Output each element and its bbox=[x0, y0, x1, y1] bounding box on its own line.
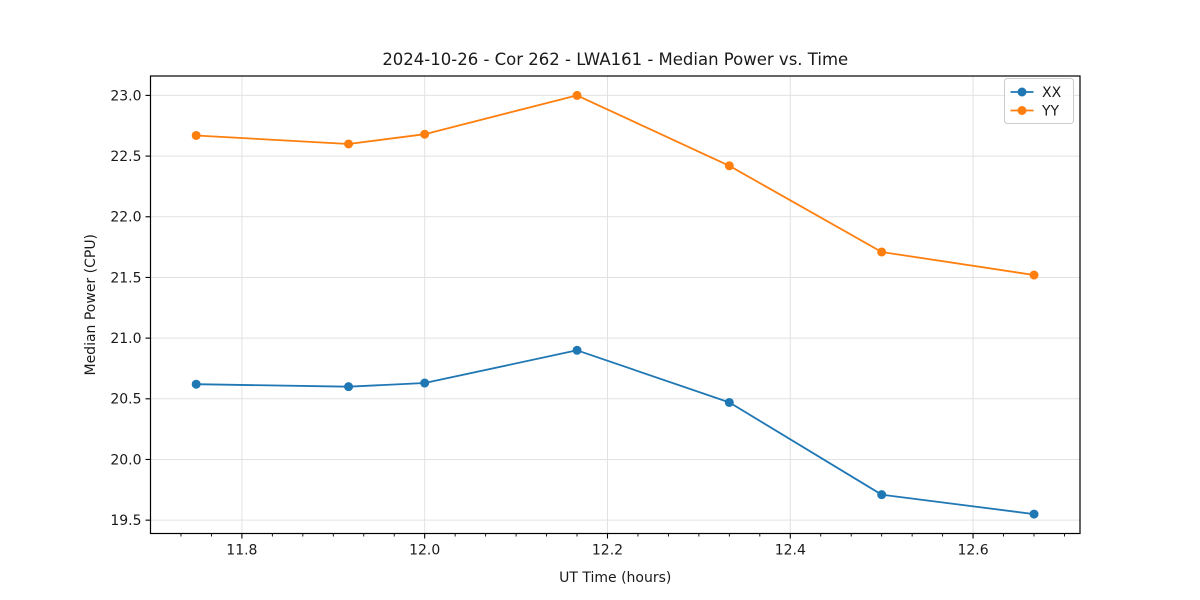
series-line-xx bbox=[195, 349, 1035, 515]
data-point-marker bbox=[420, 378, 430, 388]
data-point-marker bbox=[344, 382, 354, 392]
x-tick-label: 12.6 bbox=[957, 543, 988, 559]
legend-label: XX bbox=[1042, 85, 1062, 101]
y-tick-label: 20.0 bbox=[110, 452, 141, 468]
legend: XX YY bbox=[1004, 78, 1074, 124]
plot-border bbox=[149, 75, 1081, 535]
y-axis-label: Median Power (CPU) bbox=[83, 234, 99, 376]
data-point-marker bbox=[191, 130, 201, 140]
chart-title: 2024-10-26 - Cor 262 - LWA161 - Median P… bbox=[382, 50, 848, 69]
legend-entry-yy: YY bbox=[1010, 103, 1060, 119]
legend-entry-xx: XX bbox=[1010, 85, 1062, 101]
y-tick-label: 21.0 bbox=[110, 331, 141, 347]
series-markers-xx bbox=[191, 345, 1039, 519]
y-tick-label: 23.0 bbox=[110, 88, 141, 104]
data-point-marker bbox=[877, 490, 887, 500]
x-axis-label: UT Time (hours) bbox=[559, 570, 671, 586]
y-tick-label: 22.0 bbox=[110, 210, 141, 226]
axis-ticks bbox=[145, 94, 1065, 539]
x-tick-label: 12.2 bbox=[592, 543, 623, 559]
y-tick-label: 20.5 bbox=[110, 392, 141, 408]
x-tick-labels: 11.8 12.0 12.2 12.4 12.6 bbox=[226, 543, 988, 559]
data-point-marker bbox=[877, 247, 887, 257]
series-markers-yy bbox=[191, 90, 1039, 280]
legend-label: YY bbox=[1041, 103, 1060, 119]
data-point-marker bbox=[420, 129, 430, 139]
plot-area: 11.8 12.0 12.2 12.4 12.6 19.5 20.0 20.5 21.0 21.5… bbox=[110, 75, 1081, 559]
data-point-marker bbox=[724, 161, 734, 171]
legend-marker-sample bbox=[1017, 106, 1027, 115]
x-tick-label: 12.0 bbox=[409, 543, 440, 559]
y-tick-label: 19.5 bbox=[110, 513, 141, 529]
series-line-yy bbox=[195, 94, 1035, 276]
data-point-marker bbox=[1029, 509, 1039, 519]
y-tick-labels: 19.5 20.0 20.5 21.0 21.5 22.0 22.5 23.0 bbox=[110, 88, 141, 529]
data-point-marker bbox=[1029, 270, 1039, 280]
legend-marker-sample bbox=[1017, 87, 1027, 97]
x-tick-label: 11.8 bbox=[226, 543, 257, 559]
y-tick-label: 21.5 bbox=[110, 270, 141, 286]
data-point-marker bbox=[344, 139, 354, 149]
gridlines bbox=[150, 76, 1080, 534]
data-point-marker bbox=[191, 379, 201, 389]
y-tick-label: 22.5 bbox=[110, 149, 141, 165]
legend-box bbox=[1004, 78, 1074, 124]
x-tick-label: 12.4 bbox=[775, 543, 806, 559]
data-point-marker bbox=[724, 397, 734, 407]
data-point-marker bbox=[572, 345, 582, 355]
data-point-marker bbox=[572, 90, 582, 100]
